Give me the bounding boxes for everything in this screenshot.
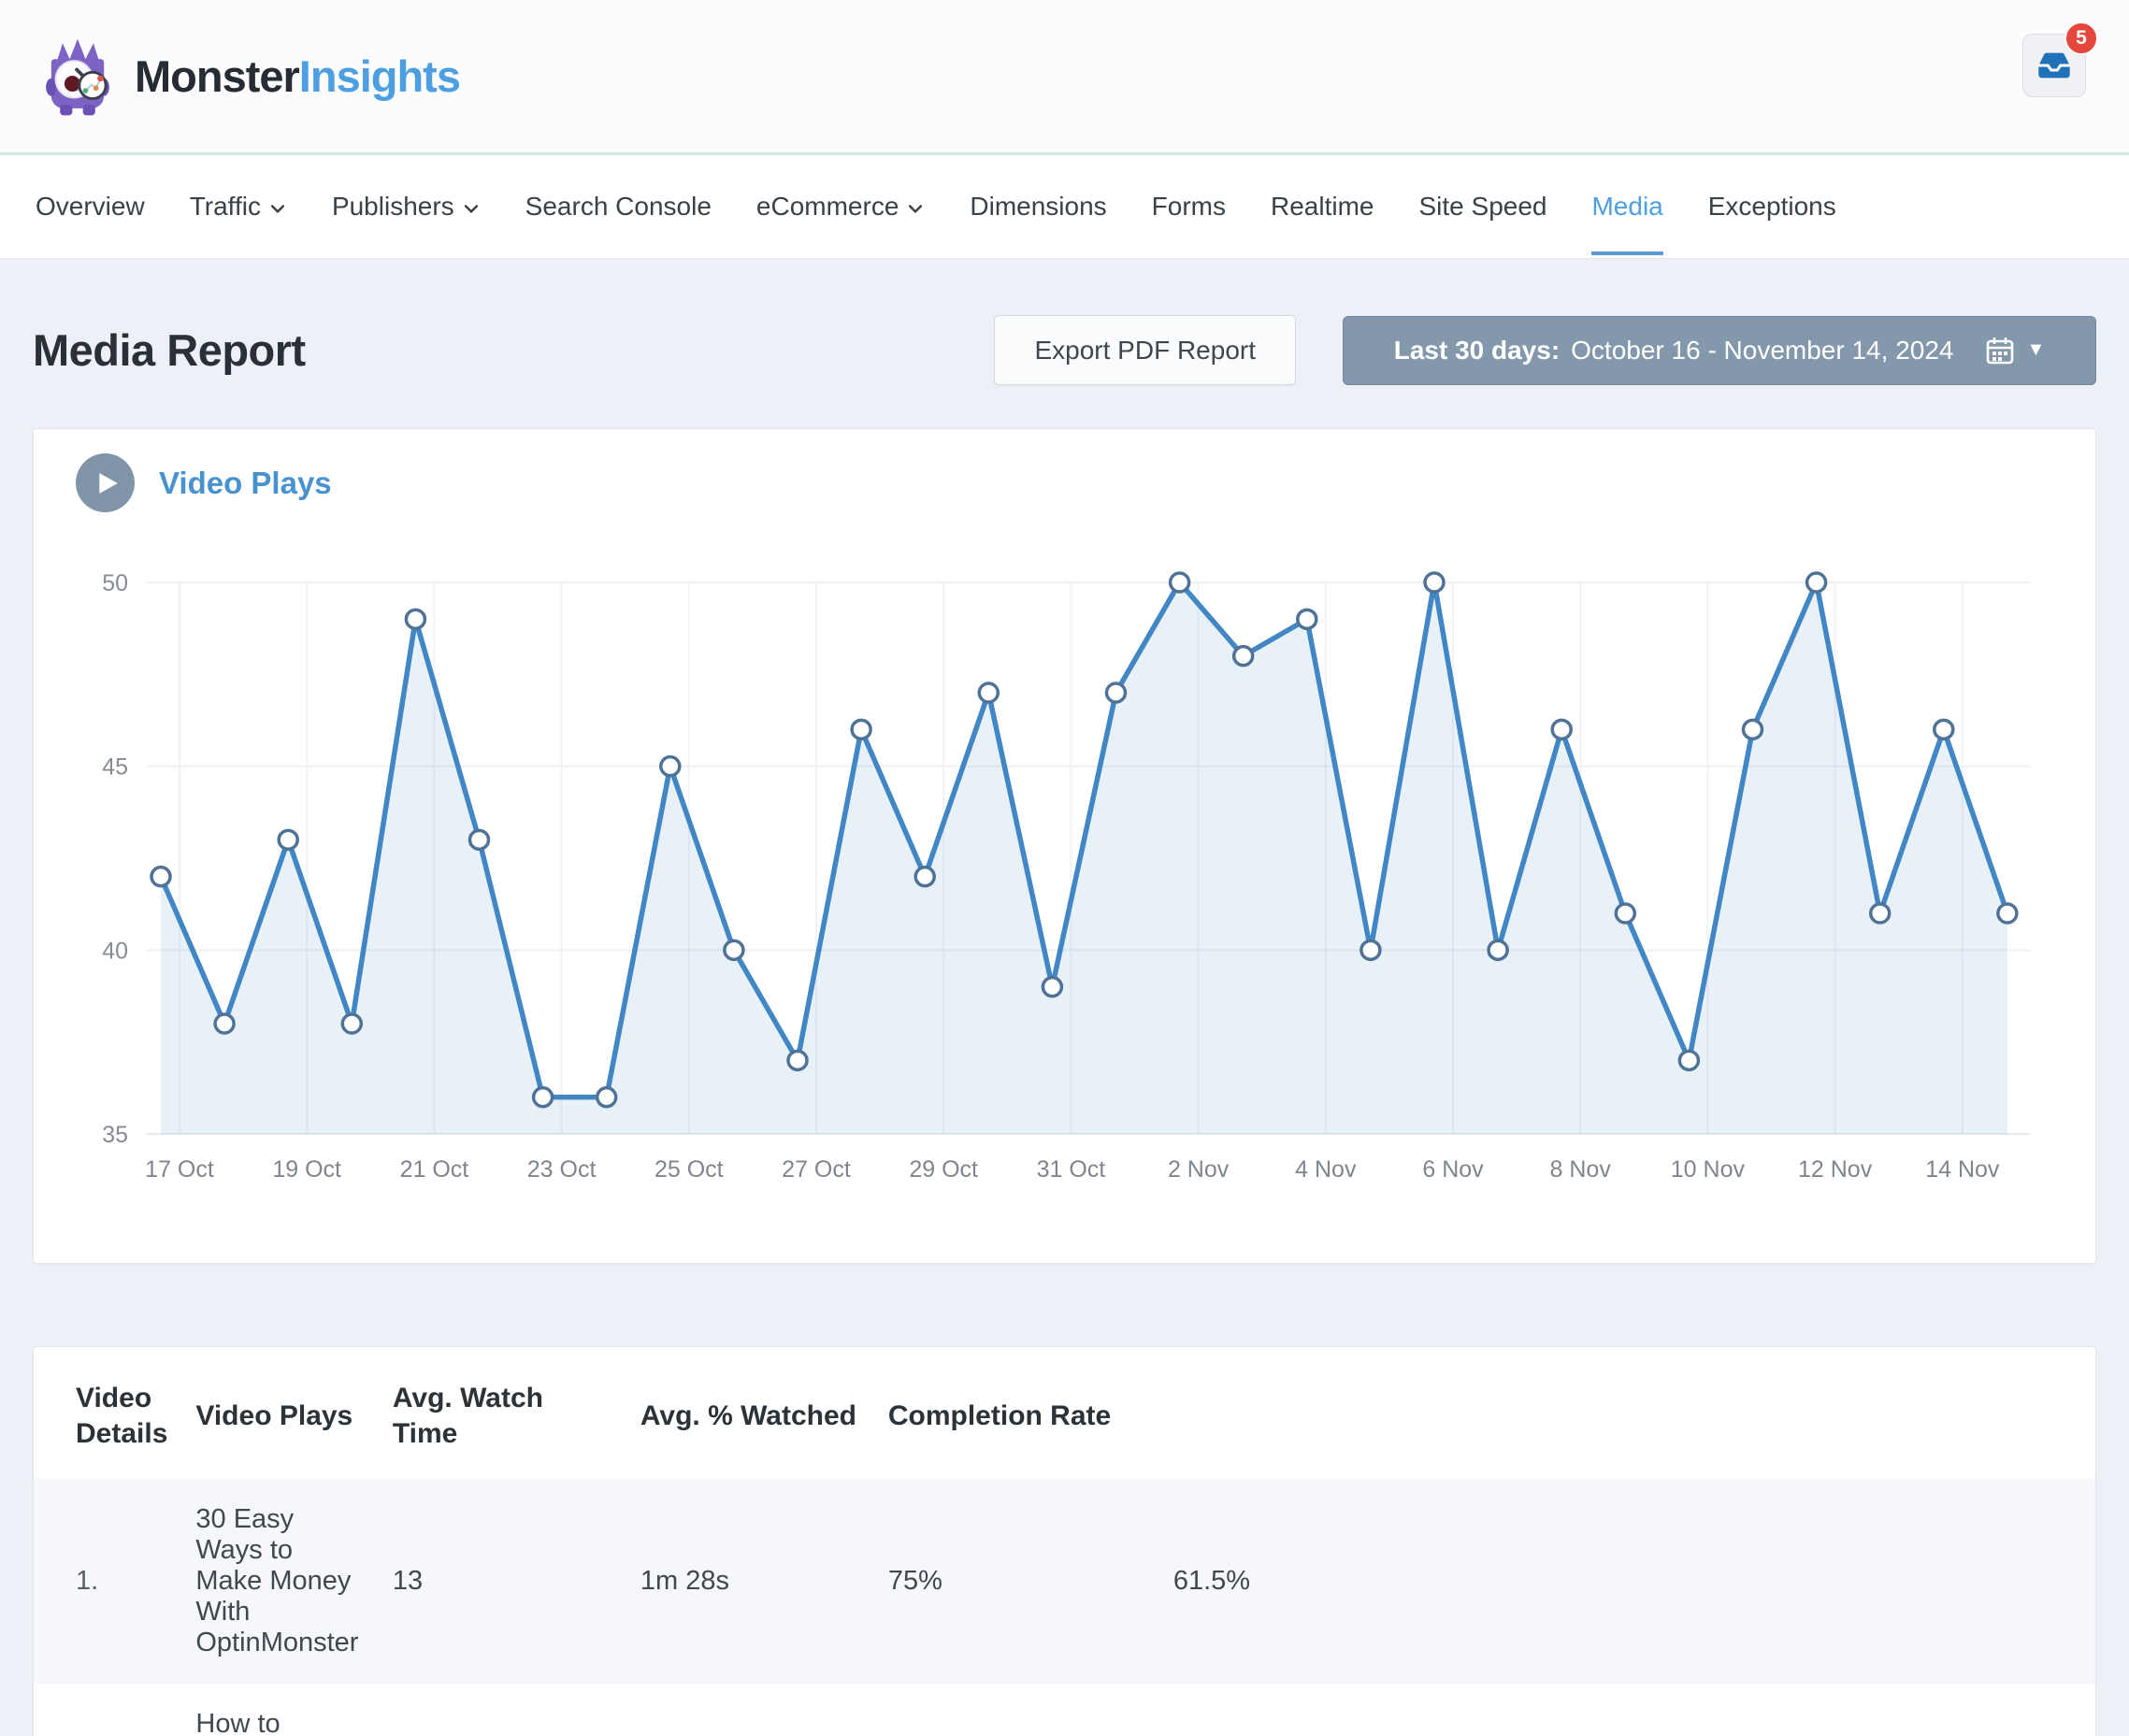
- avg-pct-watched-value: 50%: [888, 1684, 1173, 1736]
- inbox-icon: [2038, 52, 2070, 79]
- play-icon: [76, 453, 135, 512]
- svg-text:6 Nov: 6 Nov: [1422, 1156, 1484, 1183]
- svg-text:31 Oct: 31 Oct: [1037, 1156, 1106, 1183]
- report-toolbar: Media Report Export PDF Report Last 30 d…: [33, 315, 2096, 385]
- nav-tab-overview[interactable]: Overview: [36, 192, 145, 221]
- svg-text:50: 50: [102, 570, 128, 596]
- video-plays-chart: 35 40 45 50 17 Oct 19 Oct 21 Oct 23 Oct 25 Oct 27…: [102, 570, 2030, 1183]
- nav-tab-traffic[interactable]: Traffic: [167, 155, 309, 258]
- svg-text:23 Oct: 23 Oct: [527, 1156, 597, 1183]
- video-plays-value: 13: [393, 1684, 640, 1736]
- chevron-down-icon: [270, 205, 285, 213]
- column-header-video-plays: Video Plays: [195, 1399, 353, 1431]
- brand-insights: Insights: [298, 51, 461, 101]
- brand-name: MonsterInsights: [135, 50, 461, 102]
- nav-tab-ecommerce[interactable]: eCommerce: [734, 155, 947, 258]
- nav-tab-site-speed[interactable]: Site Speed: [1418, 192, 1547, 221]
- svg-text:27 Oct: 27 Oct: [782, 1156, 851, 1183]
- row-number: 1.: [76, 1566, 99, 1596]
- brand-monster: Monster: [135, 51, 300, 101]
- monster-mascot-icon: [46, 38, 109, 115]
- date-range-button[interactable]: Last 30 days: October 16 - November 14, …: [1343, 315, 2096, 385]
- notification-badge: 5: [2064, 22, 2098, 55]
- table-header-row: Video Details Video Plays Avg. Watch Tim…: [34, 1347, 2095, 1479]
- chevron-down-icon: [909, 205, 923, 213]
- svg-text:25 Oct: 25 Oct: [655, 1156, 724, 1183]
- video-title: How to Create a Mastermind Group with Me…: [195, 1709, 281, 1736]
- column-header-avg-pct-watched: Avg. % Watched: [640, 1399, 856, 1431]
- inbox-button[interactable]: 5: [2022, 22, 2098, 97]
- calendar-icon: [1987, 337, 2014, 364]
- svg-text:29 Oct: 29 Oct: [909, 1156, 978, 1183]
- svg-text:14 Nov: 14 Nov: [1925, 1156, 2000, 1183]
- nav-tab-realtime[interactable]: Realtime: [1271, 192, 1374, 221]
- date-range-value: October 16 - November 14, 2024: [1571, 335, 1954, 365]
- video-plays-value: 13: [392, 1566, 424, 1596]
- nav-tab-exceptions[interactable]: Exceptions: [1707, 192, 1836, 221]
- main-nav: Overview Traffic Publishers Search Console e…: [0, 152, 2129, 259]
- avg-watch-time-value: 1m 28s: [640, 1566, 729, 1596]
- chevron-down-icon: [464, 205, 478, 213]
- svg-text:17 Oct: 17 Oct: [145, 1156, 214, 1183]
- nav-tab-media[interactable]: Media: [1569, 155, 1685, 258]
- nav-tab-forms[interactable]: Forms: [1151, 192, 1226, 221]
- table-title: Video Details: [76, 1383, 168, 1449]
- video-details-card: Video Details Video Plays Avg. Watch Tim…: [33, 1346, 2096, 1736]
- video-row: 1. 30 Easy Ways to Make Money With OptinM…: [34, 1479, 2095, 1684]
- video-row: 2.How to Create a Mastermind Group with …: [34, 1684, 2095, 1736]
- chart-title: Video Plays: [159, 465, 332, 500]
- svg-text:10 Nov: 10 Nov: [1671, 1156, 1746, 1183]
- video-title: 30 Easy Ways to Make Money With OptinMon…: [195, 1504, 359, 1657]
- chevron-down-icon: ▼: [2026, 339, 2046, 360]
- video-details-table: Video Details Video Plays Avg. Watch Tim…: [34, 1347, 2095, 1736]
- svg-text:45: 45: [102, 754, 128, 781]
- svg-text:12 Nov: 12 Nov: [1798, 1156, 1873, 1183]
- avg-pct-watched-value: 75%: [887, 1566, 942, 1596]
- svg-text:40: 40: [102, 938, 128, 964]
- completion-rate-value: 61.5%: [1172, 1566, 1251, 1596]
- nav-tab-publishers[interactable]: Publishers: [309, 155, 503, 258]
- svg-text:21 Oct: 21 Oct: [400, 1156, 469, 1183]
- column-header-avg-watch-time: Avg. Watch Time: [392, 1383, 543, 1449]
- app-header: MonsterInsights 5: [0, 0, 2129, 152]
- export-pdf-button[interactable]: Export PDF Report: [994, 315, 1296, 385]
- video-plays-card: Video Plays 35 40 45 50 17 Oct 19 Oct 21 Oct 23…: [33, 428, 2096, 1264]
- svg-text:4 Nov: 4 Nov: [1295, 1156, 1357, 1183]
- completion-rate-value: 84.6%: [1173, 1684, 2095, 1736]
- avg-watch-time-value: 1m 5s: [640, 1684, 888, 1736]
- row-number: 2.: [34, 1684, 195, 1736]
- svg-text:8 Nov: 8 Nov: [1550, 1156, 1612, 1183]
- page-title: Media Report: [33, 325, 306, 375]
- column-header-completion-rate: Completion Rate: [887, 1399, 1112, 1431]
- svg-text:35: 35: [102, 1122, 128, 1148]
- date-range-label: Last 30 days:: [1393, 335, 1561, 365]
- svg-text:19 Oct: 19 Oct: [272, 1156, 341, 1183]
- monsterinsights-logo: MonsterInsights: [34, 33, 461, 121]
- svg-text:2 Nov: 2 Nov: [1168, 1156, 1230, 1183]
- nav-tab-dimensions[interactable]: Dimensions: [970, 192, 1107, 221]
- nav-tab-search-console[interactable]: Search Console: [525, 192, 712, 221]
